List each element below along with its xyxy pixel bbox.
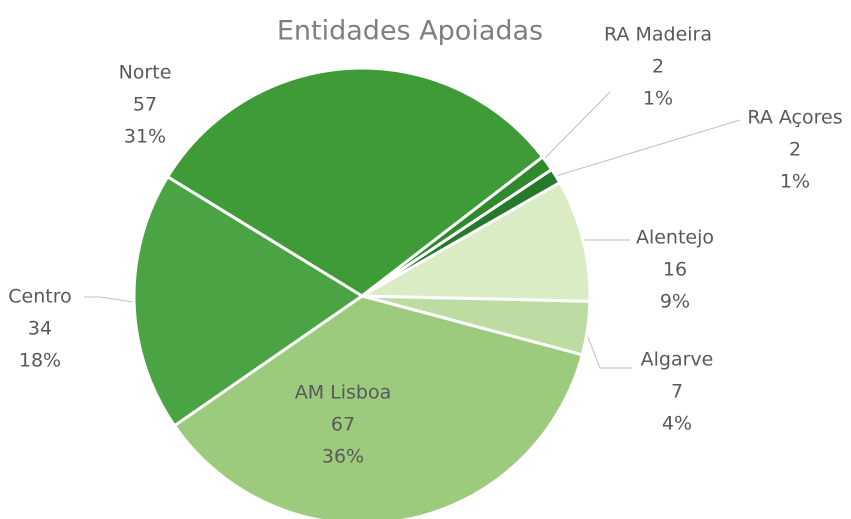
slice-value: 2: [789, 139, 801, 161]
slice-percent: 31%: [124, 126, 166, 148]
leader-line: [585, 331, 632, 369]
slice-value: 57: [133, 94, 157, 116]
slice-percent: 36%: [322, 446, 364, 468]
slice-label: Norte: [119, 62, 172, 84]
slice-percent: 18%: [19, 350, 61, 372]
slice-value: 16: [663, 259, 687, 281]
pie-slice: [132, 174, 365, 428]
leader-line: [555, 119, 741, 177]
leader-lines: [84, 91, 741, 369]
pie-slice: [356, 180, 592, 303]
leader-line: [84, 296, 135, 303]
slice-label: Algarve: [641, 349, 714, 371]
slice-label: Alentejo: [636, 227, 714, 249]
slice-value: 7: [671, 381, 683, 403]
slice-label: AM Lisboa: [295, 382, 392, 404]
pie-slice: [172, 294, 585, 519]
pie-slice: [165, 66, 545, 298]
slice-label: RA Madeira: [604, 24, 712, 46]
slice-percent: 1%: [643, 88, 673, 110]
slice-percent: 9%: [660, 291, 690, 313]
slice-label: Centro: [8, 286, 71, 308]
slice-percent: 4%: [662, 413, 692, 435]
slice-value: 34: [28, 318, 52, 340]
chart-title: Entidades Apoiadas: [277, 16, 543, 47]
slice-value: 67: [331, 414, 355, 436]
slice-value: 2: [652, 56, 664, 78]
slice-label: RA Açores: [747, 107, 842, 129]
leader-line: [544, 91, 611, 159]
slice-percent: 1%: [780, 171, 810, 193]
